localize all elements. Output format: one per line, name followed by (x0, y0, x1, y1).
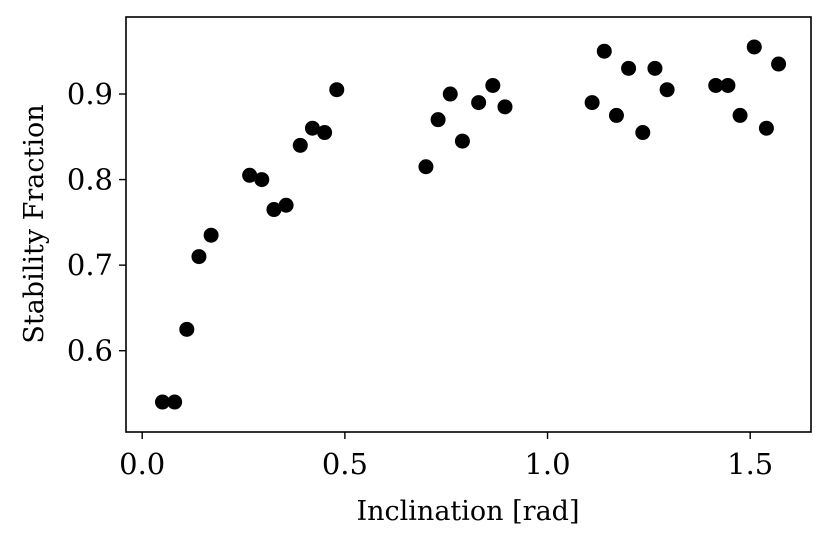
data-point (278, 197, 294, 213)
data-point (485, 77, 501, 93)
data-point (154, 394, 170, 410)
data-point (708, 77, 724, 93)
data-point (191, 249, 207, 265)
data-point (203, 227, 219, 243)
data-point (254, 172, 270, 188)
data-point (418, 159, 434, 175)
data-point (659, 82, 675, 98)
data-point (635, 125, 651, 141)
data-point (596, 43, 612, 59)
data-point (608, 107, 624, 123)
plot-frame (125, 16, 812, 433)
y-axis-label: Stability Fraction (19, 104, 50, 343)
data-point (266, 202, 282, 218)
data-point (647, 60, 663, 76)
data-point (167, 394, 183, 410)
data-point (584, 95, 600, 111)
y-tick-label: 0.8 (67, 163, 113, 197)
x-axis-label: Inclination [rad] (356, 496, 579, 527)
x-tick-label: 0.5 (322, 447, 368, 481)
y-tick-label: 0.6 (67, 334, 113, 368)
data-point (720, 77, 736, 93)
x-tick-label: 0.0 (119, 447, 165, 481)
data-points (154, 39, 787, 410)
data-point (442, 86, 458, 102)
y-axis-ticks: 0.6 0.7 0.8 0.9 (67, 77, 126, 368)
x-tick-label: 1.5 (727, 447, 773, 481)
data-point (329, 82, 345, 98)
y-tick-label: 0.9 (67, 77, 113, 111)
data-point (242, 167, 258, 183)
data-point (304, 120, 320, 136)
data-point (292, 137, 308, 153)
data-point (497, 99, 513, 115)
data-point (454, 133, 470, 149)
data-point (179, 321, 195, 337)
data-point (621, 60, 637, 76)
x-tick-label: 1.0 (524, 447, 570, 481)
data-point (732, 107, 748, 123)
data-point (758, 120, 774, 136)
data-point (771, 56, 787, 72)
data-point (317, 125, 333, 141)
data-point (430, 112, 446, 128)
y-tick-label: 0.7 (67, 248, 113, 282)
data-point (746, 39, 762, 55)
x-axis-ticks: 0.0 0.5 1.0 1.5 (119, 432, 773, 481)
data-point (471, 95, 487, 111)
